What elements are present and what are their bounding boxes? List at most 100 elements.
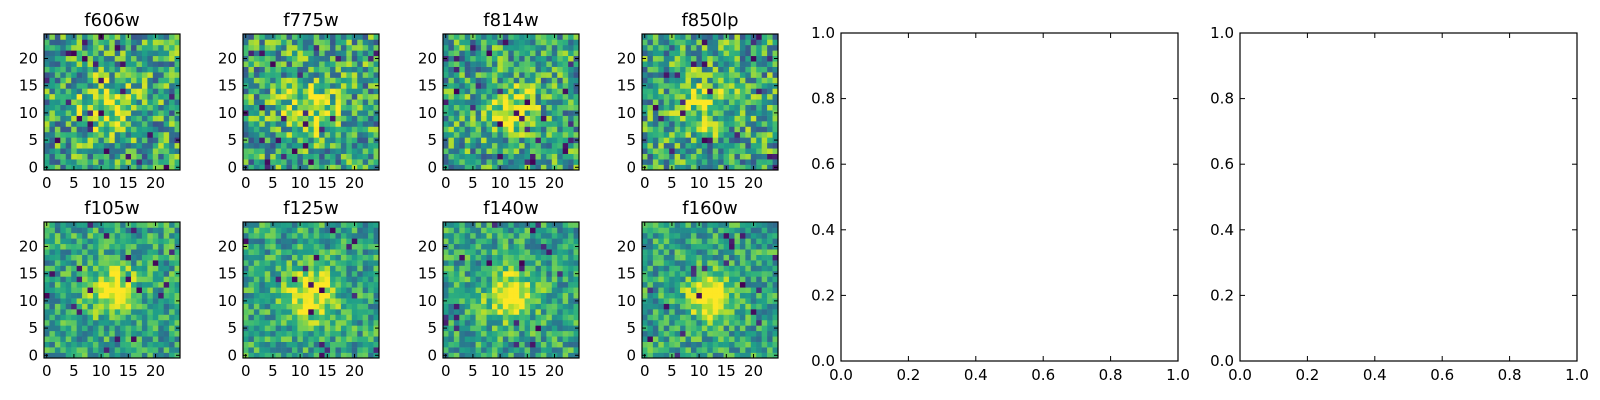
pixel-cell bbox=[729, 82, 735, 89]
pixel-cell bbox=[275, 298, 282, 304]
pixel-cell bbox=[264, 238, 271, 245]
pixel-cell bbox=[562, 82, 569, 89]
pixel-cell bbox=[319, 227, 325, 234]
pixel-cell bbox=[718, 341, 724, 348]
pixel-cell bbox=[259, 142, 266, 149]
pixel-cell bbox=[530, 115, 536, 122]
pixel-cell bbox=[718, 104, 724, 111]
pixel-cell bbox=[761, 131, 768, 138]
pixel-cell bbox=[163, 104, 170, 111]
pixel-cell bbox=[453, 260, 460, 266]
pixel-cell bbox=[152, 309, 159, 315]
pixel-cell bbox=[259, 159, 266, 165]
pixel-cell bbox=[248, 254, 255, 261]
pixel-cell bbox=[729, 44, 735, 51]
pixel-cell bbox=[152, 61, 159, 67]
pixel-cell bbox=[92, 260, 99, 266]
pixel-cell bbox=[131, 137, 137, 144]
pixel-cell bbox=[459, 287, 466, 294]
pixel-cell bbox=[65, 61, 72, 67]
pixel-cell bbox=[519, 276, 525, 283]
pixel-cell bbox=[739, 314, 746, 321]
pixel-cell bbox=[530, 142, 536, 149]
pixel-cell bbox=[136, 153, 143, 160]
pixel-cell bbox=[685, 50, 692, 57]
pixel-cell bbox=[464, 50, 471, 57]
pixel-cell bbox=[71, 254, 77, 261]
pixel-cell bbox=[253, 330, 260, 337]
pixel-cell bbox=[734, 77, 741, 84]
pixel-cell bbox=[718, 88, 724, 95]
pixel-cell bbox=[291, 292, 298, 299]
pixel-cell bbox=[351, 126, 358, 133]
pixel-cell bbox=[362, 227, 369, 234]
pixel-cell bbox=[535, 309, 542, 315]
pixel-cell bbox=[340, 341, 347, 348]
pixel-cell bbox=[259, 148, 266, 154]
pixel-cell bbox=[453, 131, 460, 138]
pixel-cell bbox=[136, 238, 143, 245]
axes-frame bbox=[43, 33, 181, 171]
pixel-cell bbox=[169, 66, 175, 73]
pixel-cell bbox=[464, 148, 471, 154]
pixel-cell bbox=[767, 50, 773, 57]
pixel-cell bbox=[114, 292, 121, 299]
pixel-cell bbox=[54, 281, 61, 288]
pixel-cell bbox=[535, 93, 542, 100]
pixel-cell bbox=[98, 77, 105, 84]
pixel-cell bbox=[147, 281, 154, 288]
pixel-cell bbox=[729, 131, 735, 138]
pixel-cell bbox=[71, 159, 77, 165]
pixel-cell bbox=[174, 77, 181, 84]
pixel-cell bbox=[71, 347, 77, 353]
pixel-cell bbox=[103, 303, 110, 310]
pixel-cell bbox=[98, 131, 105, 138]
pixel-cell bbox=[253, 254, 260, 261]
pixel-cell bbox=[275, 287, 282, 294]
pixel-cell bbox=[718, 44, 724, 51]
pixel-cell bbox=[87, 44, 94, 51]
pixel-cell bbox=[475, 325, 482, 332]
pixel-cell bbox=[120, 72, 126, 78]
pixel-cell bbox=[259, 249, 266, 255]
pixel-cell bbox=[71, 131, 77, 138]
pixel-cell bbox=[756, 72, 762, 78]
pixel-cell bbox=[136, 159, 143, 165]
pixel-cell bbox=[546, 131, 553, 138]
pixel-cell bbox=[546, 110, 553, 116]
pixel-cell bbox=[491, 104, 498, 111]
pixel-cell bbox=[680, 110, 686, 116]
pixel-cell bbox=[475, 159, 482, 165]
pixel-cell bbox=[486, 298, 493, 304]
pixel-cell bbox=[481, 341, 487, 348]
pixel-cell bbox=[551, 243, 558, 250]
pixel-cell bbox=[685, 72, 692, 78]
pixel-cell bbox=[82, 260, 88, 266]
pixel-cell bbox=[745, 39, 752, 46]
pixel-cell bbox=[502, 260, 509, 266]
pixel-cell bbox=[125, 265, 132, 272]
pixel-cell bbox=[286, 82, 293, 89]
pixel-cell bbox=[302, 260, 309, 266]
pixel-cell bbox=[114, 131, 121, 138]
pixel-cell bbox=[557, 265, 563, 272]
pixel-cell bbox=[54, 276, 61, 283]
pixel-cell bbox=[475, 249, 482, 255]
pixel-cell bbox=[330, 287, 336, 294]
pixel-cell bbox=[443, 131, 449, 138]
pixel-cell bbox=[308, 287, 315, 294]
pixel-cell bbox=[674, 148, 681, 154]
pixel-cell bbox=[519, 61, 525, 67]
pixel-cell bbox=[642, 347, 648, 353]
pixel-cell bbox=[136, 336, 143, 342]
pixel-cell bbox=[324, 115, 331, 122]
pixel-cell bbox=[690, 121, 697, 127]
pixel-cell bbox=[291, 153, 298, 160]
pixel-cell bbox=[351, 88, 358, 95]
pixel-cell bbox=[568, 164, 574, 171]
pixel-cell bbox=[362, 281, 369, 288]
pixel-cell bbox=[685, 281, 692, 288]
pixel-cell bbox=[685, 270, 692, 277]
pixel-cell bbox=[508, 232, 515, 239]
pixel-cell bbox=[448, 260, 455, 266]
